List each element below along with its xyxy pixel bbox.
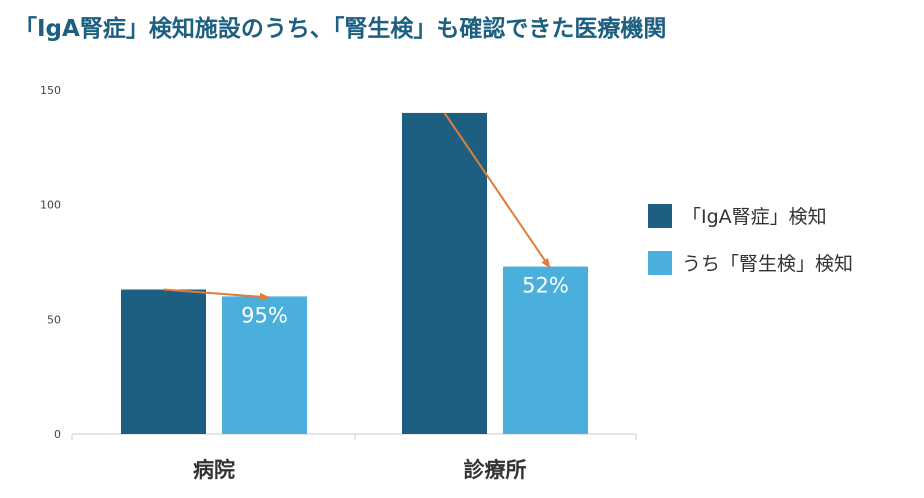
legend-label: 「IgA腎症」検知 xyxy=(682,206,827,228)
chart-title: 「IgA腎症」検知施設のうち、「腎生検」も確認できた医療機関 xyxy=(14,15,666,42)
bar xyxy=(503,266,588,434)
bar xyxy=(121,289,206,434)
bars xyxy=(121,112,588,434)
y-tick-label: 100 xyxy=(40,199,61,212)
bar xyxy=(402,112,487,434)
y-tick-label: 0 xyxy=(54,428,61,441)
data-label: 52% xyxy=(522,274,569,298)
data-labels: 95% 52% xyxy=(241,274,569,328)
data-label: 95% xyxy=(241,303,288,327)
x-tick-label: 病院 xyxy=(193,458,235,482)
legend-swatch xyxy=(648,204,672,228)
legend-label: うち「腎生検」検知 xyxy=(682,253,853,275)
x-axis: 病院 診療所 xyxy=(71,433,637,482)
bar xyxy=(222,296,307,434)
arrows xyxy=(163,112,551,301)
y-axis: 0 50 100 150 xyxy=(40,84,61,441)
arrow xyxy=(443,112,551,269)
arrow xyxy=(163,288,270,301)
y-tick-label: 150 xyxy=(40,84,61,97)
x-tick-label: 診療所 xyxy=(464,458,527,482)
legend-swatch xyxy=(648,251,672,275)
y-tick-label: 50 xyxy=(47,313,61,326)
